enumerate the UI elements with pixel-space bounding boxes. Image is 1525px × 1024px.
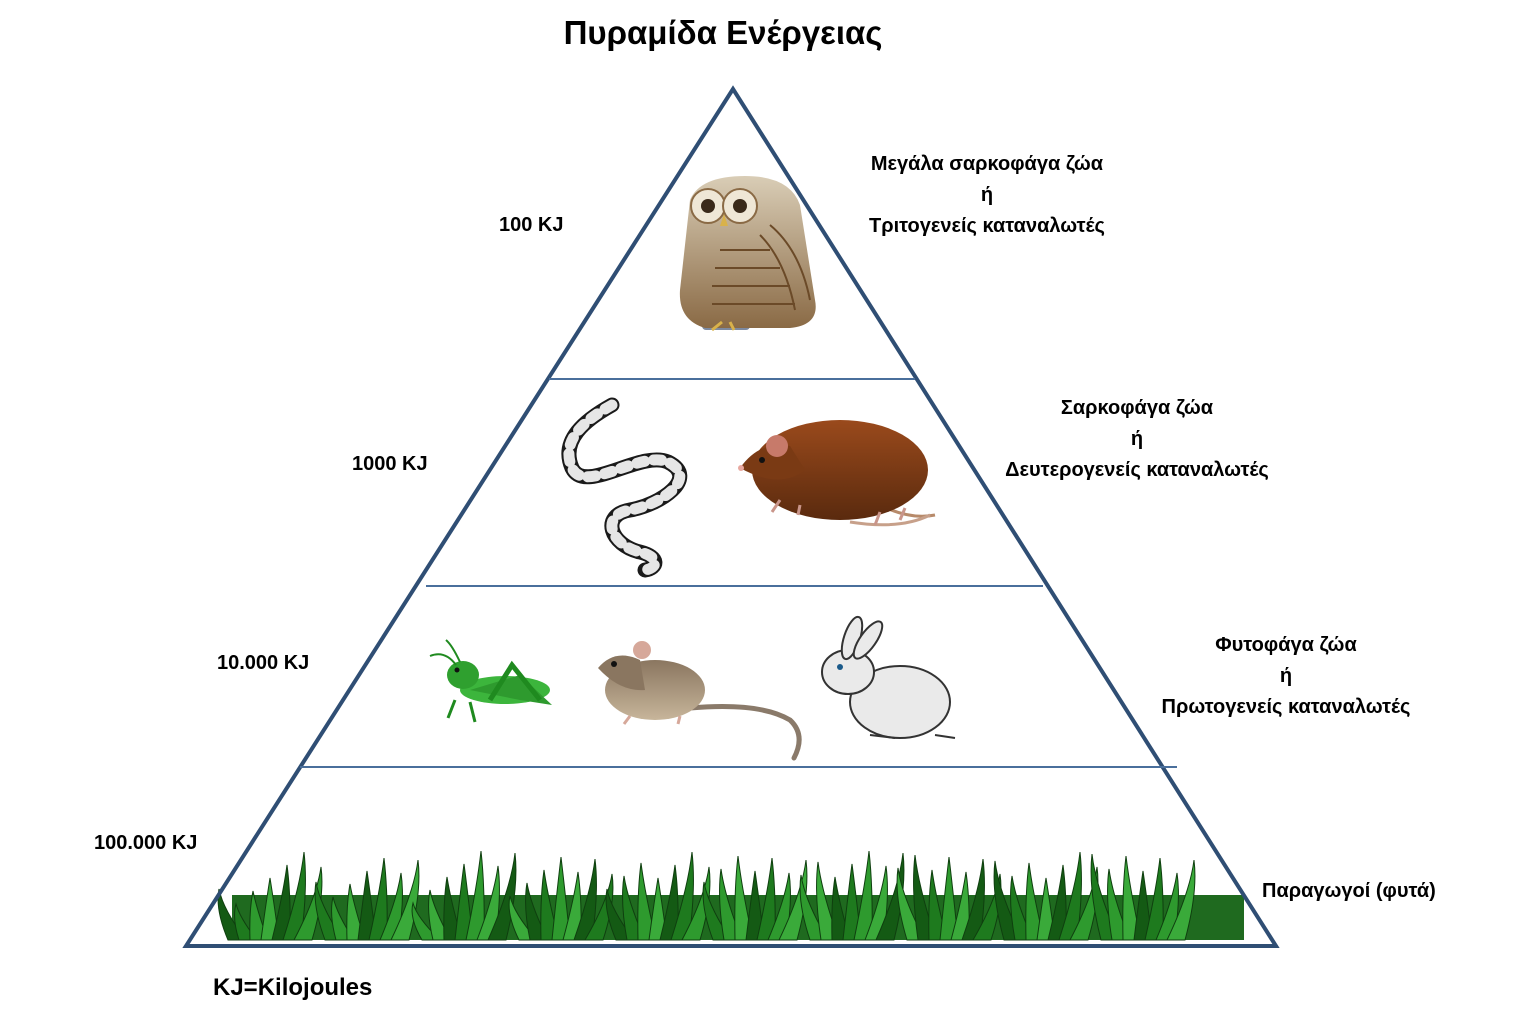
pyramid-outline bbox=[182, 85, 1280, 948]
grass-blade bbox=[1166, 859, 1196, 941]
level-2-description: Σαρκοφάγα ζώα ή Δευτερογενείς καταναλωτέ… bbox=[980, 393, 1294, 486]
grass-blade bbox=[961, 858, 985, 941]
energy-label-level-3: 10.000 KJ bbox=[217, 652, 310, 674]
grass-blade bbox=[282, 851, 306, 941]
owl-icon bbox=[679, 176, 816, 332]
level-3-line-3: Πρωτογενείς καταναλωτές bbox=[1161, 696, 1411, 718]
grass-blade bbox=[573, 858, 597, 941]
grass-blade bbox=[1144, 857, 1164, 941]
grass-blade bbox=[1069, 866, 1099, 941]
grass-blade bbox=[681, 866, 711, 941]
grass-blade bbox=[972, 873, 1002, 941]
level-2-line-3: Δευτερογενείς καταναλωτές bbox=[1005, 459, 1269, 481]
level-4-description: Παραγωγοί (φυτά) bbox=[1262, 880, 1436, 902]
grass-blade bbox=[368, 857, 388, 941]
level-1-line-2: ή bbox=[980, 184, 994, 206]
grass-blade bbox=[756, 857, 776, 941]
level-2-line-1: Σαρκοφάγα ζώα bbox=[1060, 397, 1214, 419]
footer-note: KJ=Kilojoules bbox=[213, 974, 373, 1001]
grass-blade bbox=[875, 852, 905, 941]
grasshopper-icon bbox=[429, 639, 552, 723]
level-3-line-2: ή bbox=[1279, 665, 1293, 687]
level-3-line-1: Φυτοφάγα ζώα bbox=[1215, 634, 1357, 656]
level-1-description: Μεγάλα σαρκοφάγα ζώα ή Τριτογενείς καταν… bbox=[842, 149, 1132, 242]
rat-icon bbox=[738, 420, 936, 527]
energy-label-level-1: 100 KJ bbox=[499, 214, 564, 236]
level-2-line-2: ή bbox=[1130, 428, 1144, 450]
level-1-line-3: Τριτογενείς καταναλωτές bbox=[869, 215, 1105, 237]
level-1-line-1: Μεγάλα σαρκοφάγα ζώα bbox=[870, 153, 1104, 175]
mouse-icon bbox=[598, 641, 802, 761]
grass-blade bbox=[584, 873, 614, 941]
level-3-description: Φυτοφάγα ζώα ή Πρωτογενείς καταναλωτές bbox=[1138, 630, 1434, 723]
rabbit-icon bbox=[815, 615, 963, 744]
grass-blade bbox=[293, 866, 323, 941]
energy-label-level-2: 1000 KJ bbox=[352, 453, 428, 475]
energy-label-level-4: 100.000 KJ bbox=[94, 832, 198, 854]
grass-blade bbox=[1058, 851, 1082, 941]
grass-blade bbox=[465, 850, 485, 941]
grass-icon bbox=[217, 850, 1244, 941]
page-title: Πυραμίδα Ενέργειας bbox=[563, 14, 883, 51]
grass-blade bbox=[853, 850, 873, 941]
grass-blade bbox=[778, 859, 808, 941]
grass-blade bbox=[670, 851, 694, 941]
snake-icon bbox=[561, 397, 688, 578]
